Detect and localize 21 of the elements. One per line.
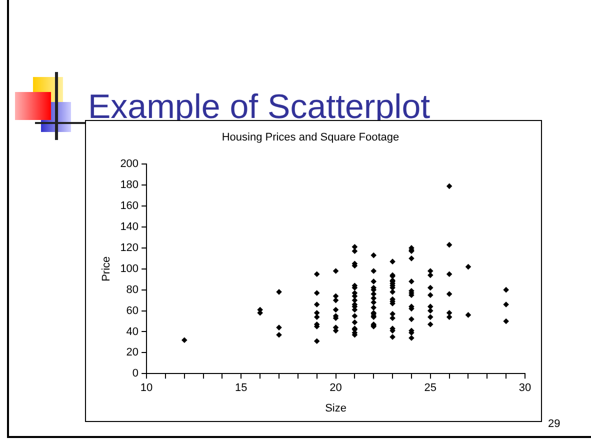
y-tick-label: 140 (120, 221, 139, 234)
y-tick-label: 160 (120, 200, 139, 212)
y-tick-label: 80 (126, 284, 139, 296)
text: 29 (548, 418, 560, 430)
y-tick-label: 120 (120, 242, 139, 254)
y-tick-label: 20 (126, 346, 139, 359)
chart-title: Example of Scatterplot (88, 88, 430, 127)
x-tick-label: 15 (235, 382, 248, 394)
x-axis-title: Size (325, 402, 346, 414)
x-tick-label: 10 (140, 382, 153, 394)
x-tick-label: 20 (330, 382, 342, 394)
y-tick-label: 200 (120, 158, 139, 170)
y-axis-title: Price (100, 256, 113, 282)
x-tick-label: 25 (424, 382, 437, 394)
y-tick-label: 180 (120, 179, 139, 192)
y-tick-label: 40 (126, 326, 139, 338)
y-tick-label: 0 (132, 368, 139, 380)
x-tick-label: 30 (518, 382, 532, 394)
y-tick-label: 60 (126, 304, 139, 317)
y-tick-label: 100 (120, 262, 139, 275)
chart-subtitle: Housing Prices and Square Footage (222, 132, 400, 144)
